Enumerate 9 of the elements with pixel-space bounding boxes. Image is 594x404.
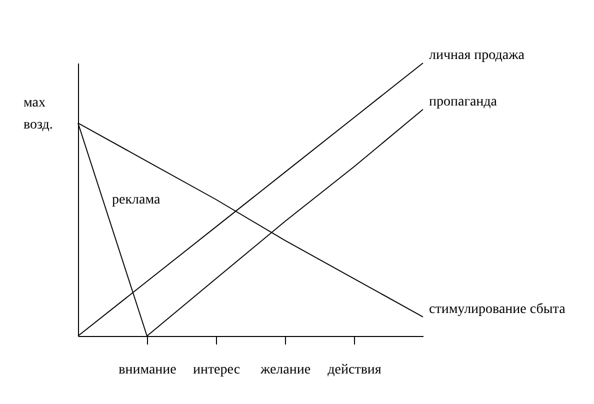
x-tick-label: интерес [192,362,240,378]
series-label: реклама [112,192,161,208]
series-label: личная продажа [429,48,526,63]
x-tick-label: действия [328,362,382,378]
x-tick-label: внимание [118,362,176,378]
y-axis-title: мах возд. [24,96,53,132]
series-label: стимулирование сбыта [429,302,566,317]
series-label: пропаганда [429,94,498,110]
x-tick-label: желание [259,362,311,378]
